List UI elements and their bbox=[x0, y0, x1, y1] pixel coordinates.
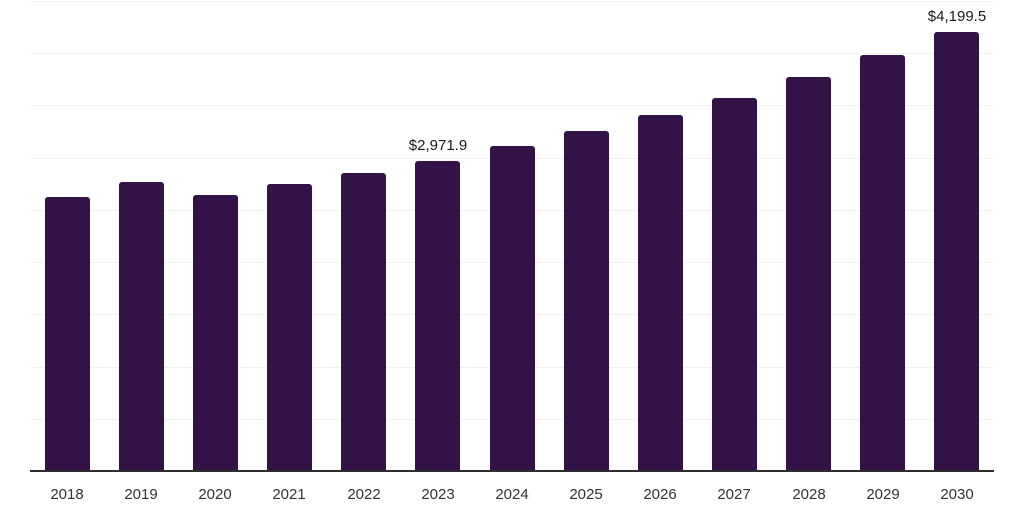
x-axis-label-2029: 2029 bbox=[866, 486, 900, 503]
gridline bbox=[30, 53, 994, 54]
x-axis-label-2020: 2020 bbox=[198, 486, 232, 503]
gridline bbox=[30, 105, 994, 106]
bar-2028 bbox=[786, 77, 831, 471]
x-axis-label-2022: 2022 bbox=[347, 486, 381, 503]
gridline bbox=[30, 1, 994, 2]
x-axis-line bbox=[30, 470, 994, 472]
bar-2024 bbox=[490, 146, 535, 471]
x-axis-label-2026: 2026 bbox=[643, 486, 677, 503]
bar-2019 bbox=[119, 182, 164, 471]
bar-2029 bbox=[860, 55, 905, 471]
data-label-2030: $4,199.5 bbox=[927, 8, 987, 25]
bar-2025 bbox=[564, 131, 609, 471]
x-axis-label-2027: 2027 bbox=[717, 486, 751, 503]
x-axis-label-2018: 2018 bbox=[50, 486, 84, 503]
x-axis-label-2030: 2030 bbox=[940, 486, 974, 503]
x-axis-label-2025: 2025 bbox=[569, 486, 603, 503]
bar-2022 bbox=[341, 173, 386, 471]
bar-2018 bbox=[45, 197, 90, 471]
data-label-2023: $2,971.9 bbox=[408, 137, 468, 154]
bar-2023 bbox=[415, 161, 460, 471]
bar-2030 bbox=[934, 32, 979, 471]
x-axis-label-2023: 2023 bbox=[421, 486, 455, 503]
bar-2027 bbox=[712, 98, 757, 471]
bar-2021 bbox=[267, 184, 312, 471]
x-axis-label-2024: 2024 bbox=[495, 486, 529, 503]
x-axis-label-2028: 2028 bbox=[792, 486, 826, 503]
bar-2020 bbox=[193, 195, 238, 471]
x-axis-label-2021: 2021 bbox=[272, 486, 306, 503]
bar-2026 bbox=[638, 115, 683, 471]
x-axis-label-2019: 2019 bbox=[124, 486, 158, 503]
